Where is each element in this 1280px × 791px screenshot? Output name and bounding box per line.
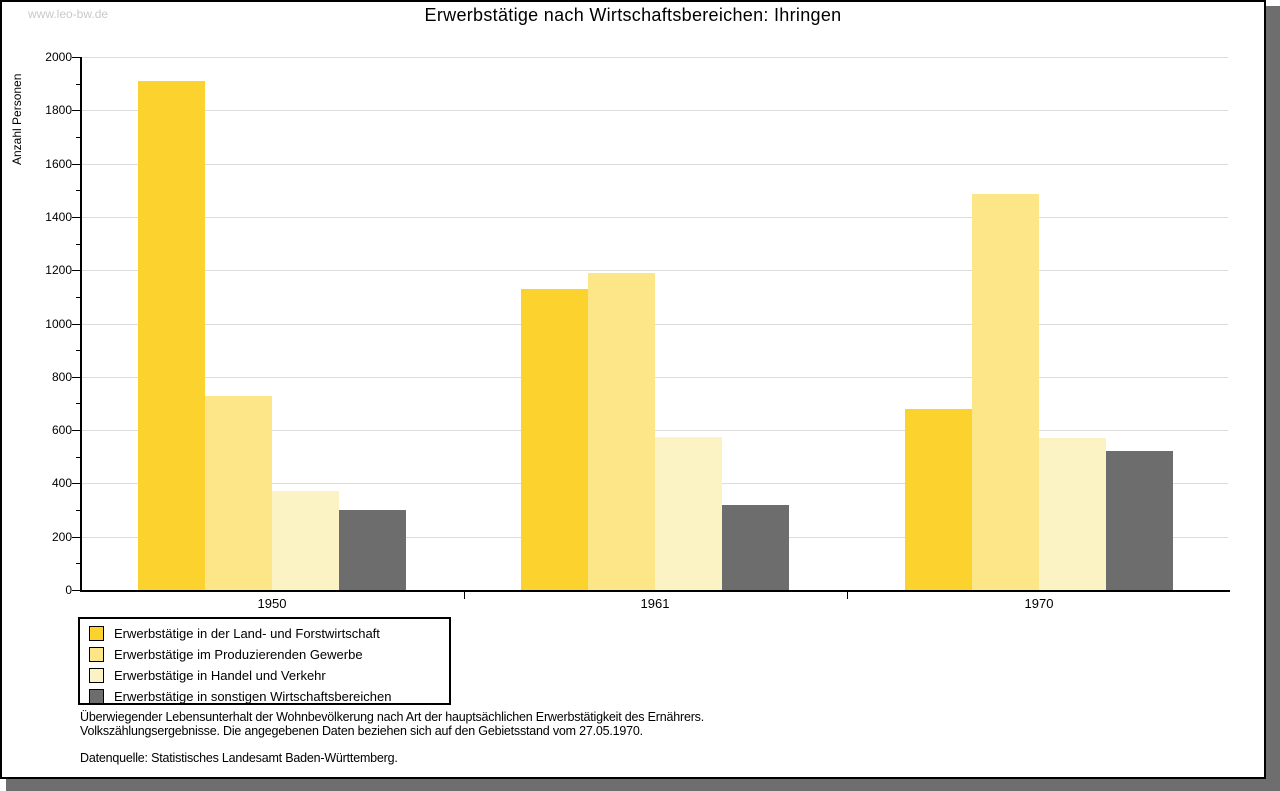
y-major-tick [72, 483, 80, 485]
x-separator-tick [847, 592, 848, 599]
bar [1106, 451, 1173, 590]
y-tick-label: 200 [51, 529, 72, 544]
y-major-tick [72, 430, 80, 432]
bar [138, 81, 205, 590]
bar [1039, 438, 1106, 590]
y-tick-label: 1800 [45, 103, 72, 118]
legend-label: Erwerbstätige in sonstigen Wirtschaftsbe… [114, 688, 392, 704]
x-axis-line [80, 590, 1230, 592]
y-minor-tick [76, 243, 80, 245]
gridline [82, 323, 1228, 325]
y-major-tick [72, 216, 80, 218]
y-minor-tick [76, 456, 80, 458]
y-tick-label: 400 [51, 476, 72, 491]
bar [972, 194, 1039, 590]
legend-swatch [89, 646, 104, 662]
footnote-line-2: Volkszählungsergebnisse. Die angegebenen… [80, 724, 643, 738]
gridline [82, 430, 1228, 432]
bar [205, 395, 272, 590]
watermark: www.leo-bw.de [28, 7, 109, 21]
y-major-tick [72, 57, 80, 58]
bar [588, 272, 655, 590]
y-major-tick [72, 270, 80, 272]
y-minor-tick [76, 296, 80, 298]
legend-box: Erwerbstätige in der Land- und Forstwirt… [78, 617, 451, 705]
legend-label: Erwerbstätige in der Land- und Forstwirt… [114, 625, 380, 641]
bar [521, 288, 588, 590]
y-tick-label: 600 [51, 423, 72, 438]
gridline [82, 163, 1228, 165]
bar [272, 491, 339, 590]
legend-swatch [89, 625, 104, 641]
y-minor-tick [76, 510, 80, 512]
y-major-tick [72, 110, 80, 112]
legend-swatch [89, 667, 104, 683]
legend-label: Erwerbstätige in Handel und Verkehr [114, 667, 326, 683]
gridline [82, 110, 1228, 112]
gridline [82, 57, 1228, 58]
x-tick-label: 1970 [1024, 596, 1054, 611]
footnote-block: Überwiegender Lebensunterhalt der Wohnbe… [80, 710, 704, 765]
y-major-tick [72, 323, 80, 325]
y-major-tick [72, 376, 80, 378]
gridline [82, 270, 1228, 272]
y-minor-tick [76, 350, 80, 352]
y-minor-tick [76, 403, 80, 405]
y-minor-tick [76, 190, 80, 192]
legend-item: Erwerbstätige in sonstigen Wirtschaftsbe… [89, 686, 449, 706]
legend-label: Erwerbstätige im Produzierenden Gewerbe [114, 646, 363, 662]
x-tick-label: 1961 [640, 596, 670, 611]
chart-page: www.leo-bw.de Erwerbstätige nach Wirtsch… [0, 0, 1266, 779]
y-minor-tick [76, 83, 80, 85]
y-minor-tick [76, 563, 80, 565]
x-separator-tick [463, 592, 465, 599]
y-minor-tick [76, 137, 80, 138]
legend-swatch [89, 688, 104, 704]
bar [655, 436, 722, 590]
y-tick-label: 2000 [45, 50, 72, 64]
y-tick-label: 1000 [45, 316, 72, 331]
y-tick-label: 1200 [45, 263, 72, 278]
y-tick-label: 800 [51, 369, 72, 384]
y-axis-line [80, 57, 82, 592]
y-tick-label: 1400 [45, 209, 72, 224]
bar [722, 504, 789, 590]
gridline [82, 376, 1228, 378]
x-tick-label: 1950 [257, 596, 287, 611]
chart-title: Erwerbstätige nach Wirtschaftsbereichen:… [424, 5, 842, 25]
gridline [82, 216, 1228, 218]
bar [339, 510, 406, 590]
footnote-line-1: Überwiegender Lebensunterhalt der Wohnbe… [80, 710, 704, 724]
y-tick-label: 1600 [45, 156, 72, 171]
y-major-tick [72, 536, 80, 538]
y-major-tick [72, 163, 80, 165]
data-source: Datenquelle: Statistisches Landesamt Bad… [80, 751, 398, 765]
y-major-tick [72, 590, 80, 591]
legend-item: Erwerbstätige in Handel und Verkehr [89, 665, 449, 685]
y-axis-label: Anzahl Personen [10, 73, 24, 165]
bar [905, 408, 972, 590]
legend-item: Erwerbstätige im Produzierenden Gewerbe [89, 644, 449, 664]
y-tick-label: 0 [65, 583, 72, 597]
legend-item: Erwerbstätige in der Land- und Forstwirt… [89, 623, 449, 643]
